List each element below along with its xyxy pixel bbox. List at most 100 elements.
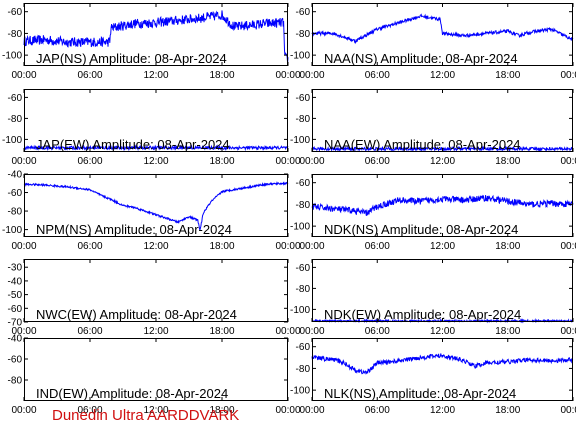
x-tick-label: 00:00 [299,241,324,252]
chart-panel-1: -100-80-6000:0006:0012:0018:0000:00NAA(N… [290,3,576,81]
series-trace [23,181,289,231]
x-tick-label: 18:00 [495,326,520,337]
panel-title: NDK(NS) Amplitude: 08-Apr-2024 [324,222,518,237]
y-tick-label: -80 [8,114,23,125]
x-tick-label: 18:00 [495,405,520,416]
y-tick-label: -60 [8,7,23,18]
x-tick-label: 00:00 [11,156,36,167]
y-tick-label: -80 [296,200,311,211]
y-tick-label: -60 [8,188,23,199]
x-tick-label: 00:00 [299,156,324,167]
x-tick-label: 00:00 [275,326,300,337]
y-tick-label: -60 [8,355,23,366]
y-tick-label: -80 [8,207,23,218]
y-tick-label: -100 [2,135,22,146]
x-tick-label: 12:00 [430,156,455,167]
y-tick-label: -30 [8,263,23,274]
x-tick-label: 00:00 [275,241,300,252]
y-tick-label: -80 [8,376,23,387]
x-tick-label: 06:00 [77,326,102,337]
x-tick-label: 00:00 [11,405,36,416]
y-tick-label: -40 [8,276,23,287]
x-tick-label: 06:00 [77,156,102,167]
panel-title: NAA(EW) Amplitude: 08-Apr-2024 [324,137,521,152]
y-tick-label: -70 [8,318,23,329]
x-tick-label: 00:00 [560,326,576,337]
x-tick-label: 12:00 [143,405,168,416]
series-trace [311,353,574,375]
x-tick-label: 18:00 [209,405,234,416]
series-trace [23,10,289,63]
x-tick-label: 00:00 [275,156,300,167]
y-tick-label: -60 [296,342,311,353]
x-tick-label: 00:00 [11,326,36,337]
y-tick-label: -100 [2,225,22,236]
x-tick-label: 00:00 [299,326,324,337]
y-tick-label: -100 [290,222,310,233]
panel-title: JAP(NS) Amplitude: 08-Apr-2024 [36,51,227,66]
chart-panel-7: -100-80-6000:0006:0012:0018:0000:00NDK(E… [290,259,576,337]
x-tick-label: 12:00 [430,326,455,337]
x-tick-label: 12:00 [143,326,168,337]
chart-panel-6: -70 -60 -50 -40 -30 00:00 06:00 12:00 18:00 00:00… [8,259,301,337]
x-tick-label: 00:00 [299,405,324,416]
series-trace [311,13,574,45]
x-tick-label: 06:00 [77,241,102,252]
panel-title: NWC(EW) Amplitude: 08-Apr-2024 [36,307,237,322]
chart-panel-5: -100-80-6000:0006:0012:0018:0000:00NDK(N… [290,174,576,252]
panel-title: NLK(NS) Amplitude: 08-Apr-2024 [324,386,516,401]
x-tick-label: 00:00 [11,241,36,252]
x-tick-label: 12:00 [430,405,455,416]
y-tick-label: -80 [296,284,311,295]
panel-title: JAP(EW) Amplitude: 08-Apr-2024 [36,137,230,152]
x-tick-label: 00:00 [275,405,300,416]
x-tick-label: 00:00 [11,70,36,81]
x-tick-label: 06:00 [365,405,390,416]
y-tick-label: -40 [8,170,23,181]
x-tick-label: 18:00 [209,156,234,167]
footer-label: Dunedin Ultra AARDDVARK [52,407,240,424]
x-tick-label: 06:00 [365,70,390,81]
x-tick-label: 12:00 [143,70,168,81]
y-tick-label: -100 [290,386,310,397]
y-tick-label: -60 [296,7,311,18]
chart-panel-3: -100-80-6000:0006:0012:0018:0000:00NAA(E… [290,89,576,167]
y-tick-label: -80 [296,114,311,125]
x-tick-label: 00:00 [560,70,576,81]
x-tick-label: 12:00 [430,70,455,81]
y-tick-label: -100 [2,51,22,62]
x-tick-label: 18:00 [209,241,234,252]
y-tick-label: -100 [290,51,310,62]
y-tick-label: -80 [296,364,311,375]
y-tick-label: -100 [290,305,310,316]
y-tick-label: -80 [8,29,23,40]
panel-title: NPM(NS) Amplitude: 08-Apr-2024 [36,222,232,237]
panel-title: IND(EW) Amplitude: 08-Apr-2024 [36,386,228,401]
x-tick-label: 06:00 [365,241,390,252]
y-tick-label: -60 [296,178,311,189]
x-tick-label: 00:00 [299,70,324,81]
y-tick-label: -40 [8,334,23,345]
series-trace [311,194,574,216]
x-tick-label: 00:00 [275,70,300,81]
x-tick-label: 18:00 [209,70,234,81]
x-tick-label: 06:00 [77,70,102,81]
y-tick-label: -50 [8,290,23,301]
x-tick-label: 12:00 [430,241,455,252]
y-tick-label: -60 [8,304,23,315]
y-tick-label: -100 [290,135,310,146]
chart-panel-9: -100-80-6000:0006:0012:0018:0000:00NLK(N… [290,338,576,416]
panel-title: NDK(EW) Amplitude: 08-Apr-2024 [324,307,521,322]
x-tick-label: 12:00 [143,241,168,252]
x-tick-label: 18:00 [495,241,520,252]
y-tick-label: -80 [296,29,311,40]
x-tick-label: 12:00 [143,156,168,167]
y-tick-label: -60 [296,263,311,274]
panel-title: NAA(NS) Amplitude: 08-Apr-2024 [324,51,518,66]
x-tick-label: 06:00 [77,405,102,416]
x-tick-label: 00:00 [560,405,576,416]
